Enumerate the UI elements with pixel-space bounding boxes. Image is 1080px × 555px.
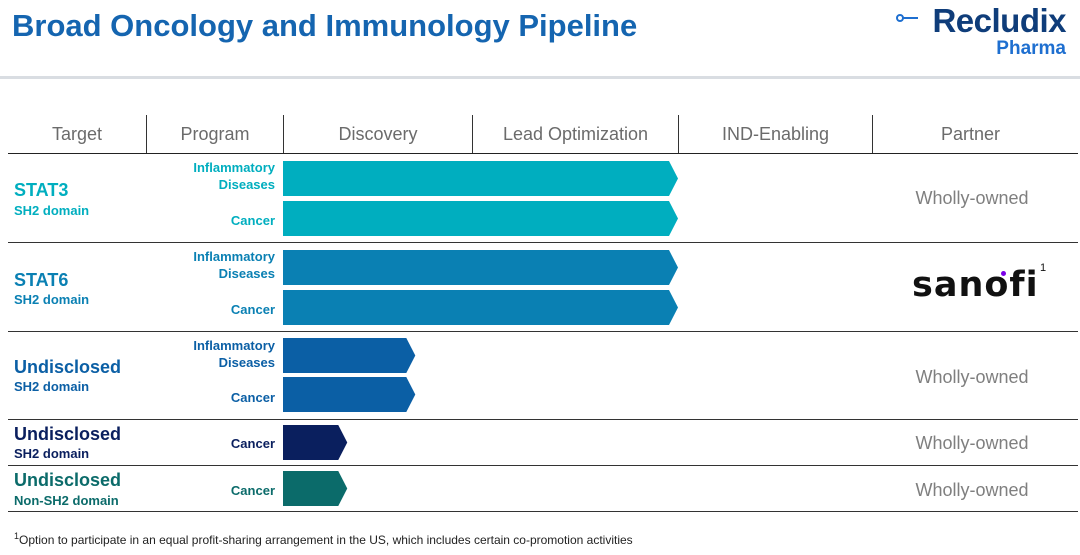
- program-label: Cancer: [230, 483, 275, 498]
- title-divider: [0, 76, 1080, 79]
- footnote-marker: 1: [1040, 262, 1047, 274]
- target-subtitle: SH2 domain: [14, 379, 90, 394]
- partner-sanofi-logo: sanofi: [912, 265, 1039, 305]
- company-logo: Recludix Pharma: [896, 2, 1066, 62]
- header-separator: [283, 115, 284, 153]
- header-partner: Partner: [940, 123, 1001, 144]
- target-subtitle: SH2 domain: [14, 292, 90, 307]
- program-label: Inflammatory Diseases: [193, 160, 275, 192]
- row-divider: [8, 331, 1078, 332]
- logo-key-icon: [896, 14, 918, 22]
- logo-sub-text: Pharma: [996, 38, 1066, 59]
- header-ind-enabling: IND-Enabling: [721, 123, 830, 144]
- header-lead-optimization: Lead Optimization: [502, 123, 649, 144]
- row-divider: [8, 419, 1078, 420]
- program-label: Inflammatory Diseases: [193, 249, 275, 281]
- program-label: Cancer: [230, 436, 275, 451]
- footnote-text: Option to participate in an equal profit…: [19, 533, 633, 547]
- target-subtitle: SH2 domain: [14, 203, 90, 218]
- pipeline-bar: [283, 201, 678, 236]
- partner-label: Wholly-owned: [915, 188, 1029, 208]
- row-divider: [8, 465, 1078, 466]
- header-separator: [472, 115, 473, 153]
- row-divider: [8, 242, 1078, 243]
- partner-label: Wholly-owned: [915, 480, 1029, 500]
- program-label: Cancer: [230, 213, 275, 228]
- header-separator: [678, 115, 679, 153]
- row-divider: [8, 511, 1078, 512]
- target-subtitle: SH2 domain: [14, 446, 90, 461]
- target-subtitle: Non-SH2 domain: [14, 493, 119, 508]
- target-name: Undisclosed: [14, 424, 122, 444]
- header-rule: [8, 153, 1078, 154]
- partner-label: Wholly-owned: [915, 367, 1029, 387]
- program-label: Cancer: [230, 390, 275, 405]
- partner-label: Wholly-owned: [915, 433, 1029, 453]
- pipeline-bar: [283, 377, 416, 412]
- target-name: STAT6: [14, 270, 69, 290]
- header-discovery: Discovery: [338, 123, 418, 144]
- pipeline-bar: [283, 425, 348, 460]
- pipeline-bar: [283, 161, 678, 196]
- pipeline-bar: [283, 338, 416, 373]
- target-name: Undisclosed: [14, 357, 122, 377]
- header-target: Target: [51, 123, 103, 144]
- logo-main-text: Recludix: [932, 2, 1066, 39]
- header-separator: [872, 115, 873, 153]
- sanofi-logo-dot: [1001, 271, 1006, 276]
- program-label: Inflammatory Diseases: [193, 338, 275, 370]
- header-separator: [146, 115, 147, 153]
- header-program: Program: [180, 123, 250, 144]
- target-name: Undisclosed: [14, 470, 122, 490]
- pipeline-bar: [283, 471, 348, 506]
- page-title: Broad Oncology and Immunology Pipeline: [12, 8, 638, 43]
- program-label: Cancer: [230, 302, 275, 317]
- footnote-marker: 1: [14, 531, 20, 541]
- pipeline-bar: [283, 290, 678, 325]
- target-name: STAT3: [14, 180, 69, 200]
- footnote: 1Option to participate in an equal profi…: [14, 531, 633, 547]
- pipeline-bar: [283, 250, 678, 285]
